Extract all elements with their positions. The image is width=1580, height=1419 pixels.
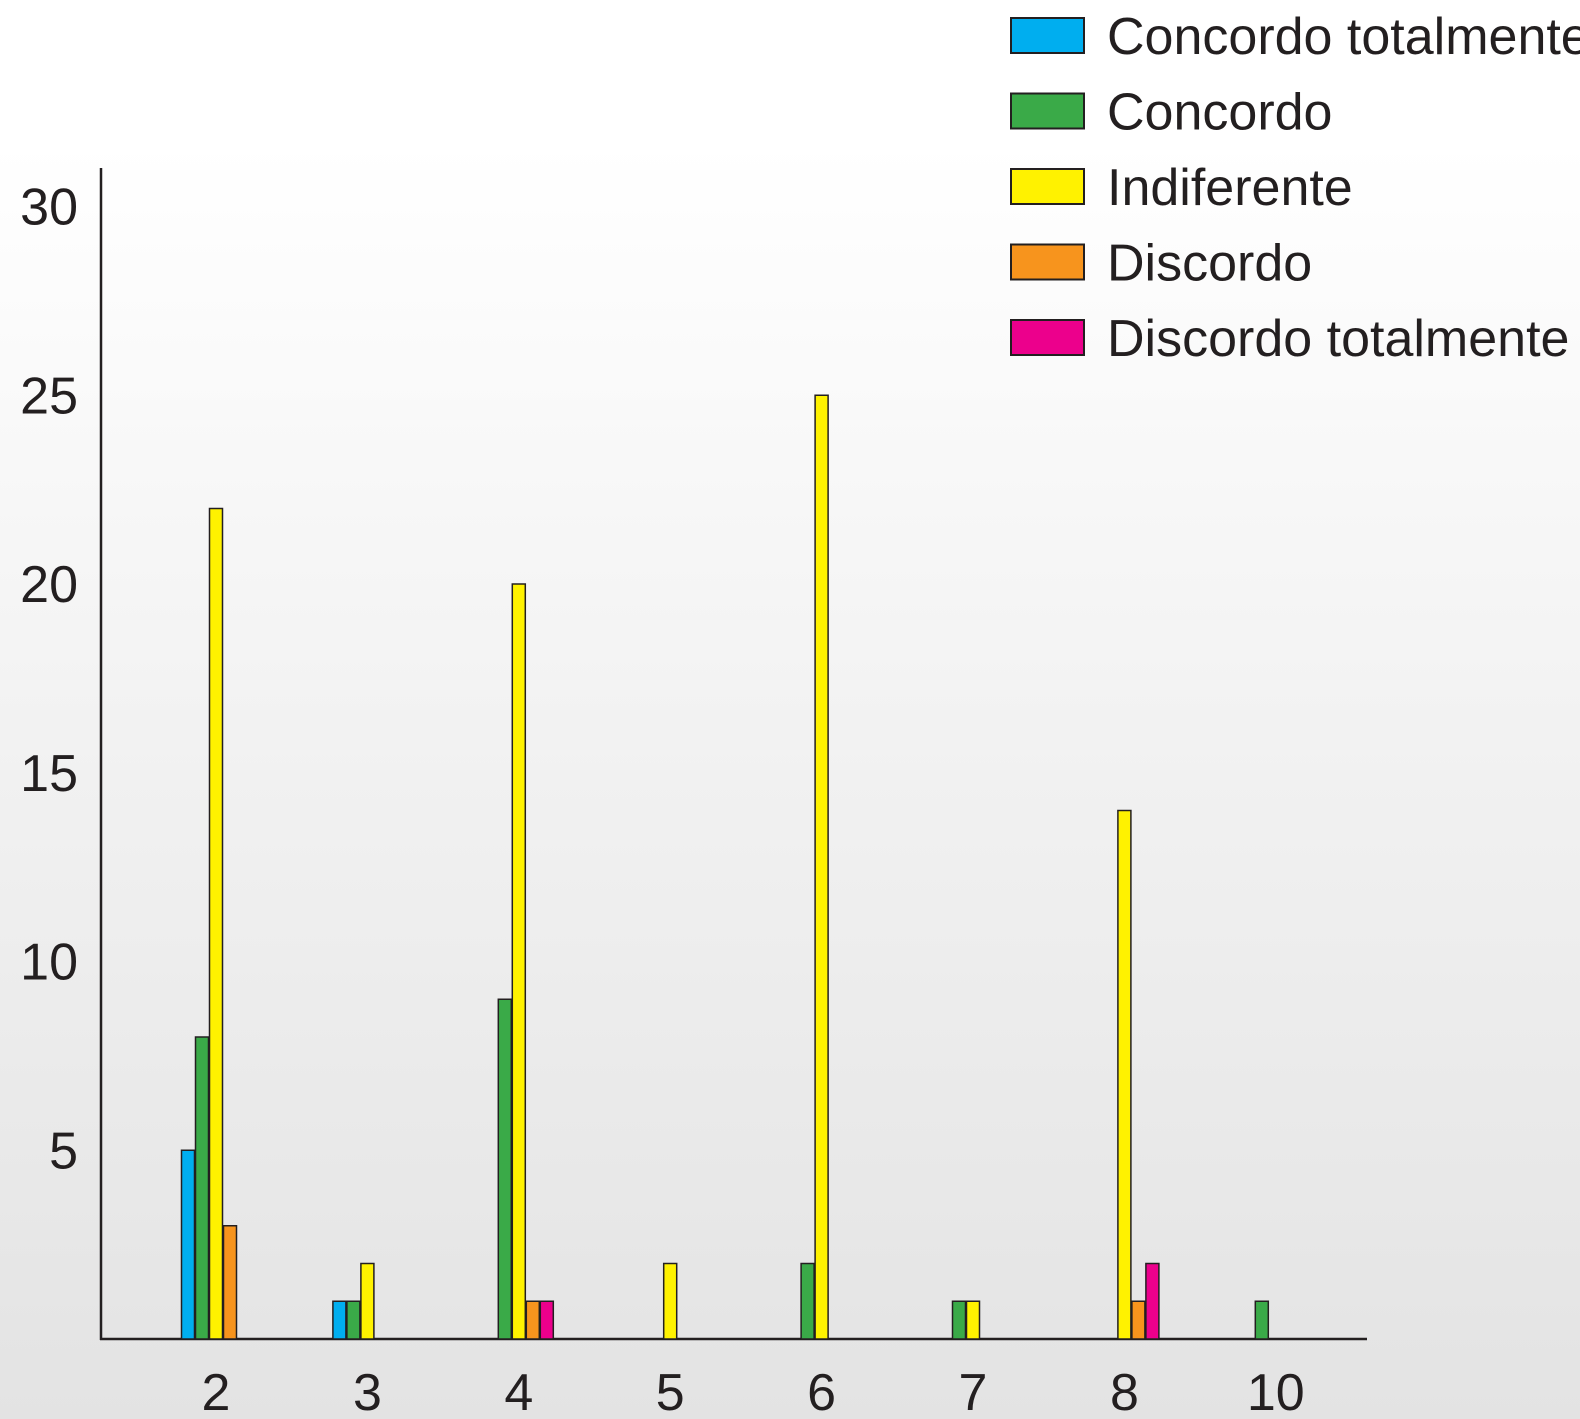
- bar: [814, 394, 829, 1340]
- legend-swatch: [1010, 92, 1085, 130]
- bar: [539, 1300, 555, 1340]
- bar: [1145, 1262, 1160, 1340]
- bar: [662, 1262, 678, 1340]
- x-tick-label: 5: [656, 1364, 685, 1419]
- y-tick-label: 30: [20, 179, 78, 237]
- x-tick-label: 4: [504, 1364, 533, 1419]
- bar: [965, 1300, 981, 1340]
- legend-label: Discordo: [1107, 235, 1312, 293]
- bar: [497, 998, 513, 1340]
- y-axis: 5 10 15 20 25 30: [20, 168, 103, 1340]
- bar: [800, 1262, 815, 1340]
- x-tick-label: 8: [1110, 1364, 1139, 1419]
- y-tick-label: 5: [49, 1122, 78, 1180]
- legend-label: Concordo: [1107, 84, 1332, 142]
- y-tick-label: 15: [20, 745, 78, 803]
- bar: [1254, 1300, 1270, 1340]
- legend-swatch: [1010, 17, 1085, 54]
- x-tick-label: 6: [807, 1364, 836, 1419]
- y-tick-label: 20: [20, 556, 78, 614]
- bar: [511, 583, 527, 1340]
- bar: [525, 1300, 541, 1340]
- bar: [1117, 809, 1132, 1340]
- bar: [208, 507, 224, 1340]
- legend-swatch: [1010, 319, 1085, 356]
- legend-swatch: [1010, 168, 1085, 205]
- x-tick-label: 2: [202, 1364, 231, 1419]
- x-tick-label: 10: [1247, 1364, 1305, 1419]
- bar: [1131, 1300, 1146, 1340]
- legend-swatch: [1010, 243, 1085, 281]
- bar: [194, 1036, 210, 1340]
- bar: [332, 1300, 347, 1340]
- bar: [951, 1300, 967, 1340]
- bar: [360, 1262, 375, 1340]
- x-tick-label: 3: [353, 1364, 382, 1419]
- bar: [222, 1225, 238, 1340]
- x-axis: 2 3 4 5 6 7 8 10: [100, 1337, 1367, 1419]
- legend-label: Concordo totalmente: [1107, 8, 1580, 66]
- y-tick-label: 10: [20, 934, 78, 992]
- bar: [346, 1300, 361, 1340]
- x-tick-label: 7: [959, 1364, 988, 1419]
- legend-label: Discordo totalmente: [1107, 310, 1569, 368]
- legend: Concordo totalmente Concordo Indiferente Di…: [1010, 8, 1580, 368]
- legend-label: Indiferente: [1107, 159, 1353, 217]
- bars: [180, 394, 1270, 1340]
- bar: [180, 1149, 196, 1340]
- y-tick-label: 25: [20, 367, 78, 425]
